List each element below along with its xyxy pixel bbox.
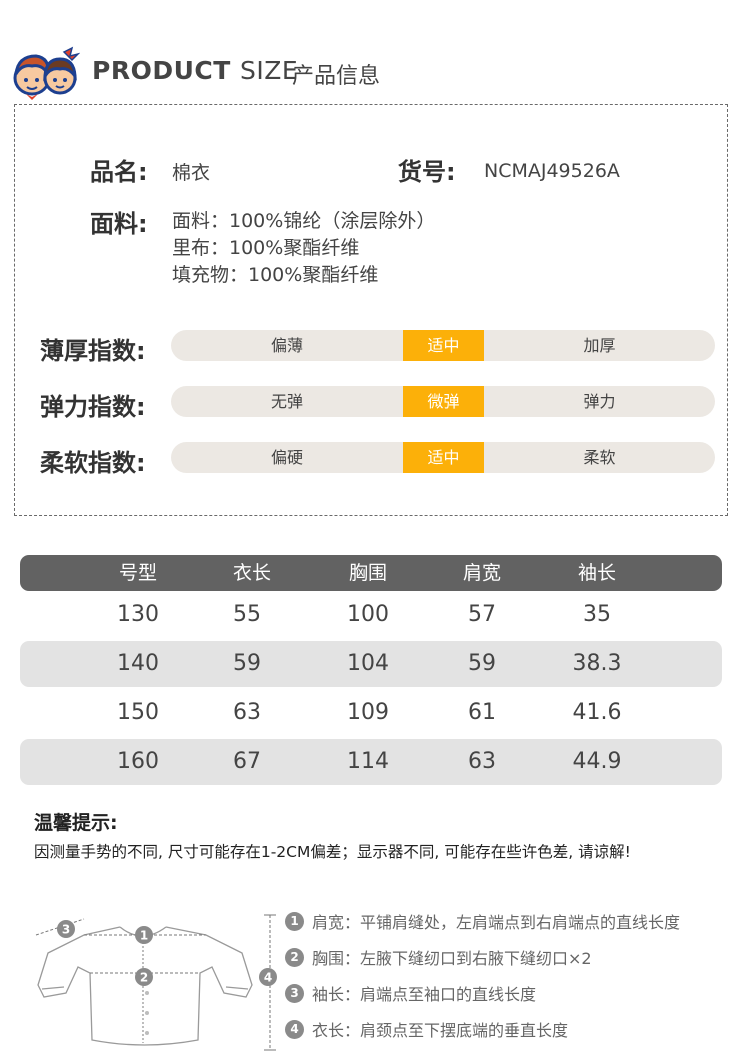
measure-item-length: 4 衣长：肩颈点至下摆底端的垂直长度: [285, 1018, 568, 1044]
jacket-measure-diagram-icon: 1 2 3 4: [35, 914, 277, 1051]
table-cell: 57: [468, 602, 496, 627]
page-title-en: PRODUCT SIZE: [92, 56, 298, 85]
measure-label: 衣长：: [312, 1021, 361, 1040]
softness-index-label: 柔软指数:: [40, 449, 146, 477]
measure-item-shoulder: 1 肩宽：平铺肩缝处，左肩端点到右肩端点的直线长度: [285, 910, 680, 936]
table-row: 150 63 109 61 41.6: [20, 690, 722, 736]
table-cell: 150: [117, 700, 159, 725]
measure-label: 肩宽：: [312, 913, 361, 932]
table-row: 160 67 114 63 44.9: [20, 739, 722, 785]
scale-option: 弹力: [583, 392, 616, 411]
measure-label: 胸围：: [312, 949, 361, 968]
svg-text:3: 3: [62, 923, 70, 937]
table-cell: 59: [233, 651, 261, 676]
sku-label: 货号:: [398, 158, 456, 186]
table-row: 130 55 100 57 35: [20, 592, 722, 638]
scale-option: 无弹: [270, 392, 303, 411]
table-cell: 109: [347, 700, 389, 725]
column-header: 号型: [118, 562, 157, 584]
table-cell: 61: [468, 700, 496, 725]
size-table-header: 号型 衣长 胸围 肩宽 袖长: [20, 555, 722, 591]
measure-desc: 平铺肩缝处，左肩端点到右肩端点的直线长度: [360, 913, 681, 932]
table-cell: 63: [468, 749, 496, 774]
table-cell: 41.6: [572, 700, 622, 725]
measure-desc: 肩颈点至下摆底端的垂直长度: [360, 1021, 569, 1040]
fabric-line: 面料：100%锦纶（涂层除外）: [172, 210, 436, 232]
measure-label: 袖长：: [312, 985, 361, 1004]
svg-text:4: 4: [264, 971, 272, 985]
scale-option: 加厚: [583, 336, 616, 355]
table-cell: 38.3: [572, 651, 622, 676]
table-cell: 59: [468, 651, 496, 676]
table-cell: 104: [347, 651, 389, 676]
column-header: 肩宽: [462, 562, 501, 584]
measure-item-chest: 2 胸围：左腋下缝纫口到右腋下缝纫口×2: [285, 946, 592, 972]
name-value: 棉衣: [172, 162, 211, 184]
measure-item-sleeve: 3 袖长：肩端点至袖口的直线长度: [285, 982, 536, 1008]
softness-index-scale: 偏硬 适中 柔软: [171, 442, 715, 473]
title-en-light: SIZE: [240, 56, 299, 85]
scale-option-selected: 微弹: [403, 386, 484, 417]
table-cell: 63: [233, 700, 261, 725]
tips-title: 温馨提示:: [34, 812, 118, 834]
table-cell: 44.9: [572, 749, 622, 774]
page-title-cn: 产品信息: [292, 64, 381, 89]
column-header: 衣长: [232, 562, 271, 584]
thickness-index-scale: 偏薄 适中 加厚: [171, 330, 715, 361]
table-cell: 55: [233, 602, 261, 627]
table-row: 140 59 104 59 38.3: [20, 641, 722, 687]
scale-option: 偏薄: [270, 336, 303, 355]
table-cell: 114: [347, 749, 389, 774]
number-badge-icon: 1: [285, 912, 304, 931]
thickness-index-label: 薄厚指数:: [40, 337, 146, 365]
scale-option-selected: 适中: [403, 330, 484, 361]
number-badge-icon: 2: [285, 948, 304, 967]
title-en-bold: PRODUCT: [92, 56, 231, 85]
scale-option: 偏硬: [270, 448, 303, 467]
number-badge-icon: 4: [285, 1020, 304, 1039]
table-cell: 100: [347, 602, 389, 627]
scale-option-selected: 适中: [403, 442, 484, 473]
column-header: 胸围: [348, 562, 387, 584]
svg-text:1: 1: [140, 929, 148, 943]
product-info-box: [14, 104, 728, 516]
name-label: 品名:: [90, 158, 148, 186]
table-cell: 140: [117, 651, 159, 676]
scale-option: 柔软: [583, 448, 616, 467]
svg-text:2: 2: [140, 971, 148, 985]
fabric-label: 面料:: [90, 210, 148, 238]
number-badge-icon: 3: [285, 984, 304, 1003]
table-cell: 35: [583, 602, 611, 627]
fabric-line: 里布：100%聚酯纤维: [172, 237, 360, 259]
column-header: 袖长: [577, 562, 616, 584]
fabric-line: 填充物：100%聚酯纤维: [172, 264, 379, 286]
sku-value: NCMAJ49526A: [484, 160, 620, 182]
elasticity-index-scale: 无弹 微弹 弹力: [171, 386, 715, 417]
measure-desc: 肩端点至袖口的直线长度: [360, 985, 537, 1004]
brand-logo-icon: [13, 46, 80, 100]
table-cell: 67: [233, 749, 261, 774]
tips-text: 因测量手势的不同, 尺寸可能存在1-2CM偏差；显示器不同, 可能存在些许色差,…: [34, 843, 631, 861]
measure-desc: 左腋下缝纫口到右腋下缝纫口×2: [360, 949, 592, 968]
table-cell: 160: [117, 749, 159, 774]
table-cell: 130: [117, 602, 159, 627]
elasticity-index-label: 弹力指数:: [40, 393, 146, 421]
